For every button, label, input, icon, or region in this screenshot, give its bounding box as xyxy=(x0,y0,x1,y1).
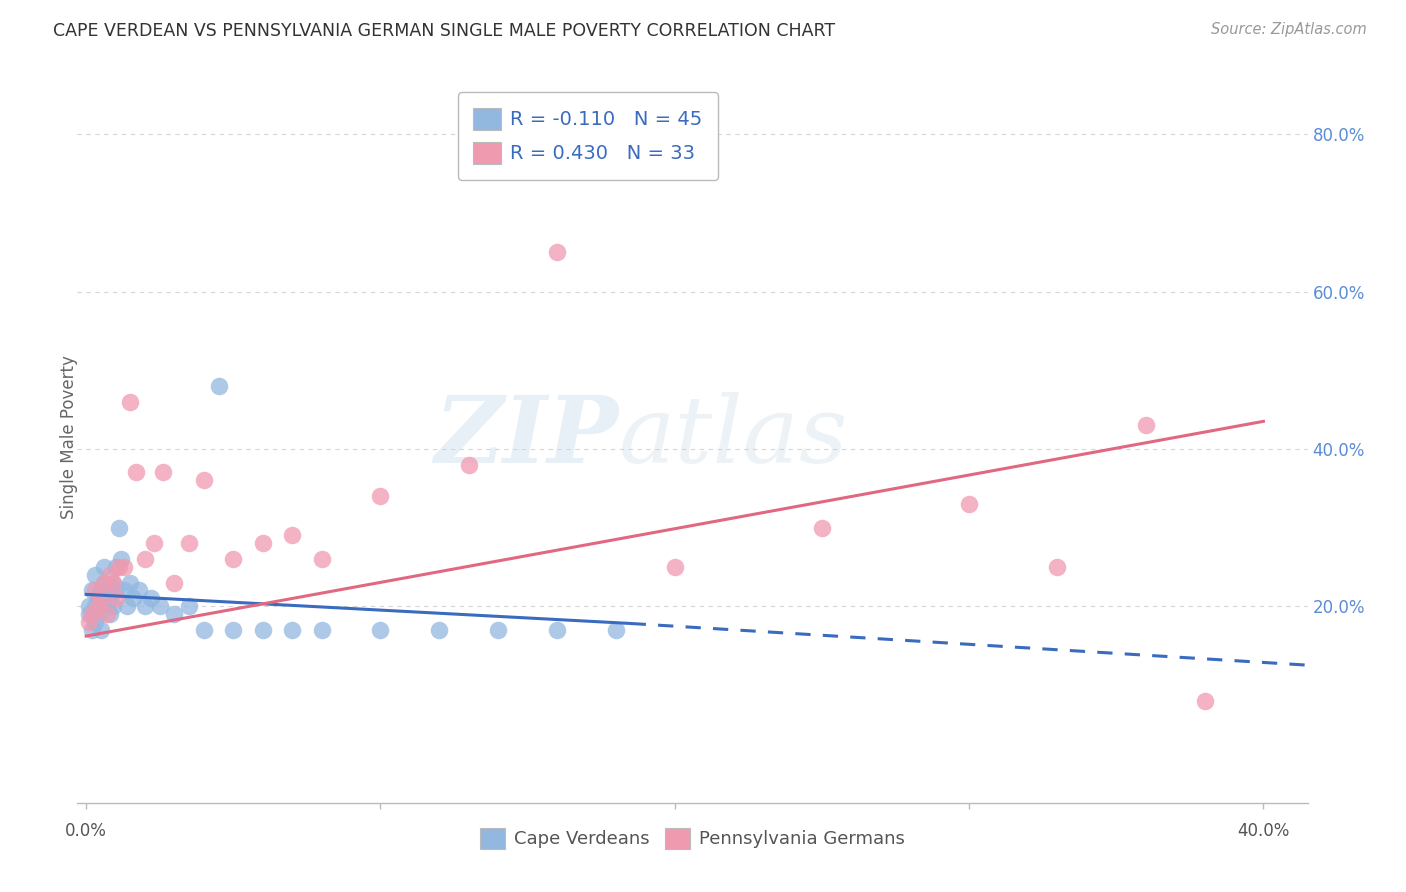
Point xyxy=(193,473,215,487)
Point xyxy=(84,615,107,629)
Point xyxy=(142,536,165,550)
Point xyxy=(84,599,107,614)
Point xyxy=(110,552,132,566)
Point xyxy=(90,591,112,606)
Text: 40.0%: 40.0% xyxy=(1237,822,1289,840)
Point xyxy=(90,583,112,598)
Point xyxy=(93,575,115,590)
Point xyxy=(128,583,150,598)
Point xyxy=(93,575,115,590)
Point xyxy=(77,607,100,621)
Point xyxy=(281,528,304,542)
Text: CAPE VERDEAN VS PENNSYLVANIA GERMAN SINGLE MALE POVERTY CORRELATION CHART: CAPE VERDEAN VS PENNSYLVANIA GERMAN SING… xyxy=(53,22,835,40)
Point xyxy=(104,591,127,606)
Point xyxy=(179,536,201,550)
Point xyxy=(120,575,142,590)
Point xyxy=(311,552,333,566)
Point xyxy=(457,458,479,472)
Point xyxy=(112,583,135,598)
Point xyxy=(139,591,162,606)
Point xyxy=(1135,418,1157,433)
Point xyxy=(107,559,129,574)
Point xyxy=(252,536,274,550)
Point xyxy=(98,591,121,606)
Point xyxy=(427,623,450,637)
Point xyxy=(311,623,333,637)
Text: atlas: atlas xyxy=(619,392,848,482)
Point xyxy=(134,599,156,614)
Point xyxy=(96,607,118,621)
Point xyxy=(104,583,127,598)
Point xyxy=(370,489,392,503)
Point xyxy=(93,559,115,574)
Point xyxy=(120,394,142,409)
Point xyxy=(80,607,103,621)
Point xyxy=(222,552,245,566)
Point xyxy=(664,559,686,574)
Text: 0.0%: 0.0% xyxy=(65,822,107,840)
Point xyxy=(179,599,201,614)
Point xyxy=(222,623,245,637)
Point xyxy=(77,615,100,629)
Point xyxy=(957,497,980,511)
Text: Source: ZipAtlas.com: Source: ZipAtlas.com xyxy=(1211,22,1367,37)
Point xyxy=(1194,693,1216,707)
Point xyxy=(163,575,186,590)
Point xyxy=(90,623,112,637)
Point xyxy=(193,623,215,637)
Point xyxy=(87,599,110,614)
Point xyxy=(104,559,127,574)
Point xyxy=(87,607,110,621)
Point xyxy=(80,623,103,637)
Point xyxy=(98,607,121,621)
Point xyxy=(87,591,110,606)
Point xyxy=(98,567,121,582)
Y-axis label: Single Male Poverty: Single Male Poverty xyxy=(60,355,77,519)
Point xyxy=(101,599,124,614)
Point xyxy=(84,583,107,598)
Point xyxy=(122,591,145,606)
Point xyxy=(1046,559,1069,574)
Point xyxy=(811,520,834,534)
Point xyxy=(149,599,172,614)
Point xyxy=(84,567,107,582)
Point xyxy=(77,599,100,614)
Point xyxy=(80,607,103,621)
Point xyxy=(80,583,103,598)
Point xyxy=(546,623,568,637)
Point xyxy=(96,599,118,614)
Point xyxy=(101,575,124,590)
Point xyxy=(101,575,124,590)
Point xyxy=(370,623,392,637)
Point xyxy=(281,623,304,637)
Point xyxy=(546,245,568,260)
Point xyxy=(605,623,627,637)
Point xyxy=(486,623,509,637)
Point xyxy=(107,520,129,534)
Point xyxy=(163,607,186,621)
Point xyxy=(112,559,135,574)
Point xyxy=(125,466,148,480)
Point xyxy=(117,599,139,614)
Text: ZIP: ZIP xyxy=(434,392,619,482)
Legend: Cape Verdeans, Pennsylvania Germans: Cape Verdeans, Pennsylvania Germans xyxy=(472,821,912,856)
Point xyxy=(134,552,156,566)
Point xyxy=(207,379,229,393)
Point xyxy=(96,583,118,598)
Point xyxy=(152,466,174,480)
Point xyxy=(252,623,274,637)
